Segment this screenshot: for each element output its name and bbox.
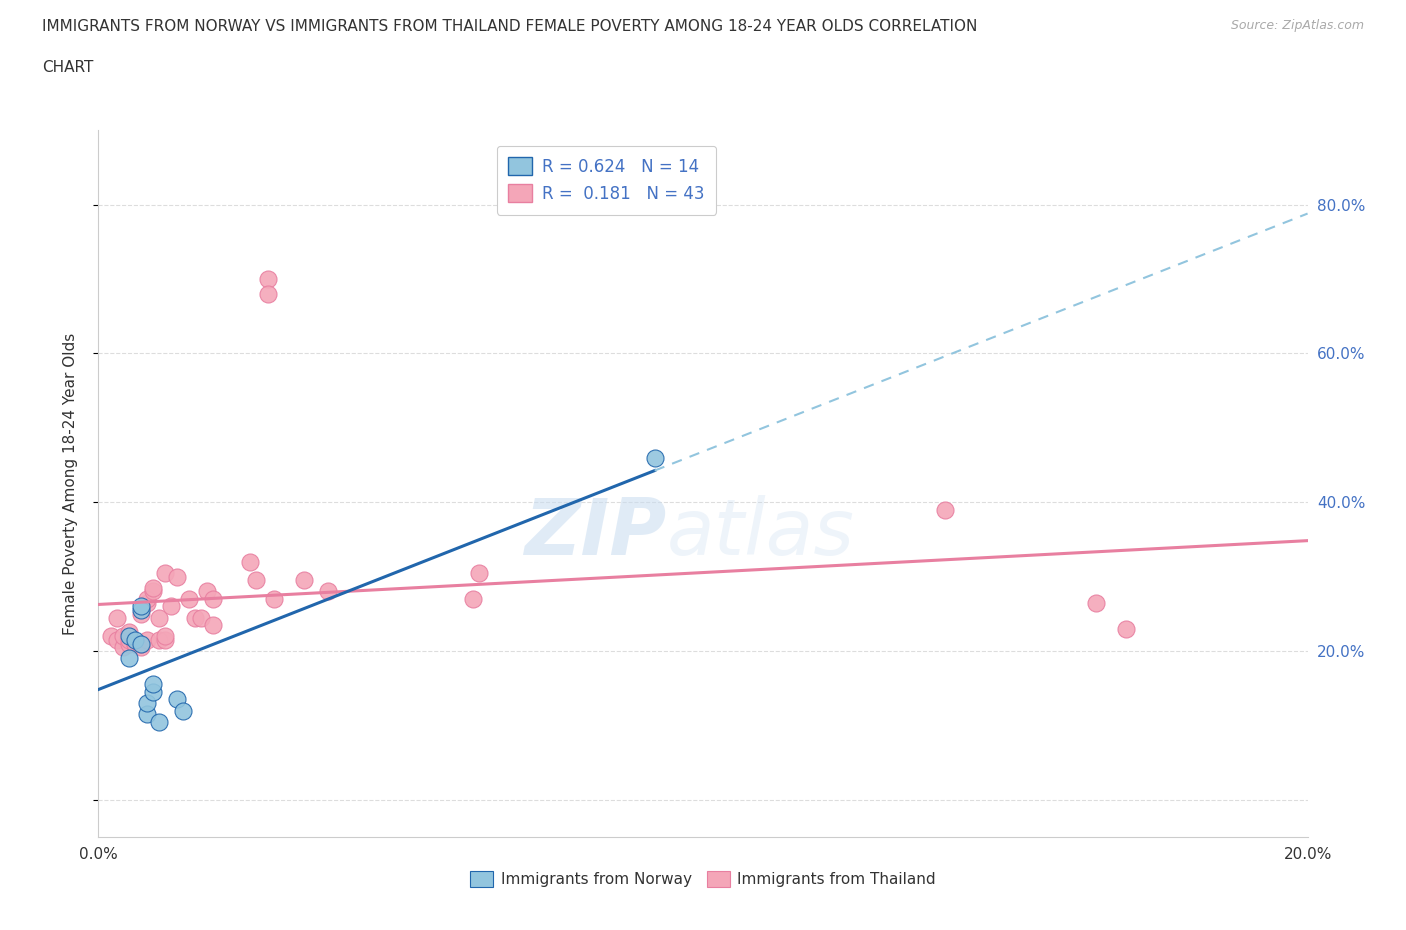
Point xyxy=(166,692,188,707)
Text: IMMIGRANTS FROM NORWAY VS IMMIGRANTS FROM THAILAND FEMALE POVERTY AMONG 18-24 YE: IMMIGRANTS FROM NORWAY VS IMMIGRANTS FRO… xyxy=(42,19,977,33)
Point xyxy=(118,651,141,666)
Point xyxy=(160,599,183,614)
Point xyxy=(172,703,194,718)
Point xyxy=(129,599,152,614)
Point xyxy=(245,573,267,588)
Point xyxy=(118,632,141,647)
Point xyxy=(124,632,146,647)
Point xyxy=(148,632,170,647)
Point xyxy=(142,580,165,595)
Point xyxy=(316,584,339,599)
Legend: R = 0.624   N = 14, R =  0.181   N = 43: R = 0.624 N = 14, R = 0.181 N = 43 xyxy=(496,146,716,215)
Point xyxy=(179,591,201,606)
Point xyxy=(129,603,152,618)
Point xyxy=(256,286,278,301)
Point xyxy=(100,629,122,644)
Point xyxy=(263,591,285,606)
Point xyxy=(1115,621,1137,636)
Legend: Immigrants from Norway, Immigrants from Thailand: Immigrants from Norway, Immigrants from … xyxy=(463,863,943,895)
Point xyxy=(118,625,141,640)
Point xyxy=(142,677,165,692)
Point xyxy=(153,632,176,647)
Point xyxy=(124,636,146,651)
Point xyxy=(135,696,157,711)
Point xyxy=(148,714,170,729)
Point xyxy=(1085,595,1108,610)
Point xyxy=(644,450,666,465)
Text: Source: ZipAtlas.com: Source: ZipAtlas.com xyxy=(1230,19,1364,32)
Point xyxy=(129,636,152,651)
Point xyxy=(166,569,188,584)
Point xyxy=(118,636,141,651)
Point xyxy=(111,640,134,655)
Point xyxy=(184,610,207,625)
Point xyxy=(934,502,956,517)
Text: CHART: CHART xyxy=(42,60,94,75)
Point xyxy=(118,629,141,644)
Point xyxy=(142,584,165,599)
Point xyxy=(153,565,176,580)
Point xyxy=(256,272,278,286)
Point xyxy=(111,629,134,644)
Point xyxy=(129,636,152,651)
Point xyxy=(202,591,225,606)
Point xyxy=(124,636,146,651)
Point xyxy=(292,573,315,588)
Y-axis label: Female Poverty Among 18-24 Year Olds: Female Poverty Among 18-24 Year Olds xyxy=(63,333,77,635)
Point xyxy=(135,632,157,647)
Point xyxy=(135,707,157,722)
Point xyxy=(142,684,165,699)
Point xyxy=(105,610,128,625)
Point xyxy=(190,610,212,625)
Point xyxy=(129,606,152,621)
Point xyxy=(135,595,157,610)
Point xyxy=(468,565,491,580)
Point xyxy=(153,629,176,644)
Point xyxy=(148,610,170,625)
Text: atlas: atlas xyxy=(666,495,855,571)
Point xyxy=(135,591,157,606)
Point xyxy=(105,632,128,647)
Point xyxy=(239,554,262,569)
Point xyxy=(202,618,225,632)
Text: ZIP: ZIP xyxy=(524,495,666,571)
Point xyxy=(129,640,152,655)
Point xyxy=(463,591,485,606)
Point xyxy=(195,584,218,599)
